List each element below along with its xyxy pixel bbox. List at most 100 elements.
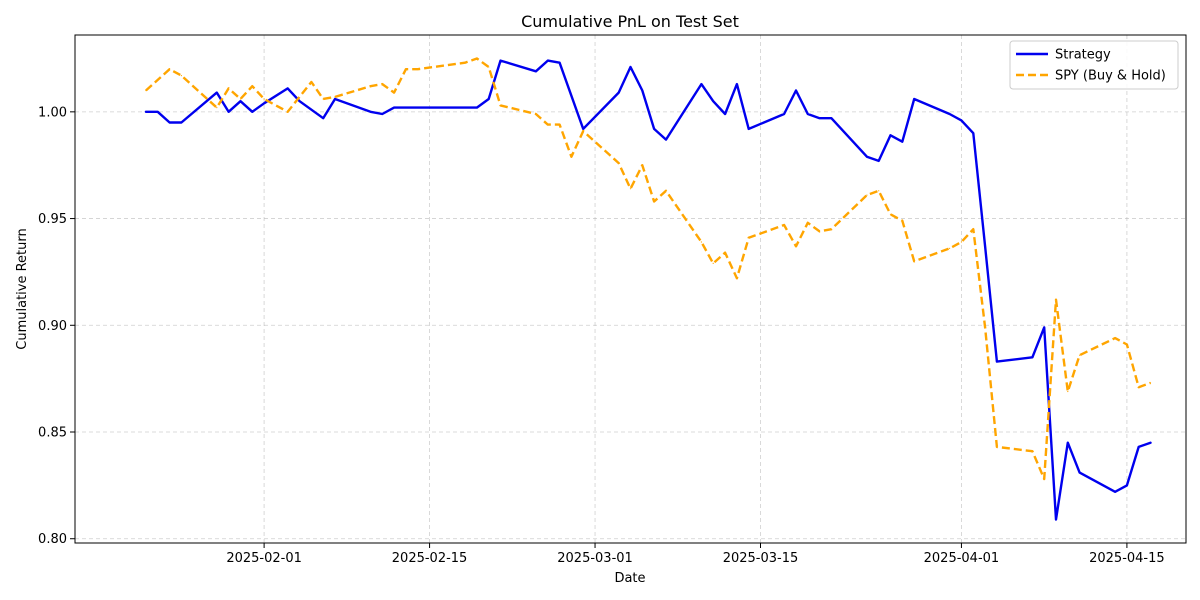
data-point	[228, 87, 230, 89]
data-point	[819, 230, 821, 232]
data-point	[901, 141, 903, 143]
data-point	[381, 83, 383, 85]
x-tick-label: 2025-03-15	[723, 551, 799, 566]
data-point	[499, 60, 502, 62]
data-point	[724, 113, 726, 115]
legend-label-spy: SPY (Buy & Hold)	[1055, 69, 1166, 84]
data-point	[1126, 484, 1128, 486]
data-point	[251, 85, 253, 87]
data-point	[216, 107, 218, 109]
data-point	[287, 87, 289, 89]
data-point	[1114, 337, 1116, 339]
y-tick-label: 0.80	[38, 532, 67, 547]
data-point	[393, 92, 395, 94]
data-point	[464, 62, 466, 64]
data-point	[878, 160, 880, 162]
data-point	[700, 241, 703, 243]
data-point	[866, 156, 868, 158]
data-point	[629, 66, 632, 68]
y-tick-label: 0.85	[38, 426, 67, 441]
data-point	[1055, 518, 1057, 521]
y-tick-label: 0.95	[38, 212, 67, 227]
data-point	[748, 237, 750, 239]
data-point	[712, 262, 714, 264]
data-point	[700, 83, 703, 85]
data-point	[665, 190, 667, 192]
data-point	[547, 124, 549, 126]
data-point	[476, 57, 478, 60]
data-point	[795, 245, 797, 247]
data-point	[381, 113, 383, 115]
data-point	[393, 107, 395, 109]
x-axis-label: Date	[614, 571, 645, 586]
data-point	[712, 100, 714, 102]
data-point	[582, 130, 584, 132]
data-point	[1043, 478, 1045, 480]
data-point	[807, 113, 809, 115]
data-point	[1149, 442, 1152, 444]
data-point	[169, 68, 171, 70]
data-point	[1149, 382, 1152, 384]
data-point	[216, 92, 218, 94]
data-point	[641, 164, 643, 166]
data-point	[488, 66, 490, 68]
data-point	[1067, 390, 1069, 393]
data-point	[322, 98, 324, 100]
chart-title: Cumulative PnL on Test Set	[521, 12, 739, 31]
data-point	[653, 200, 655, 203]
data-point	[157, 111, 159, 113]
data-point	[299, 100, 301, 102]
data-point	[807, 222, 809, 224]
data-point	[287, 111, 289, 113]
x-tick-label: 2025-02-01	[226, 551, 302, 566]
data-point	[1055, 299, 1057, 301]
legend-label-strategy: Strategy	[1055, 48, 1111, 63]
data-point	[1126, 343, 1128, 346]
data-point	[263, 98, 265, 100]
data-point	[665, 139, 667, 141]
data-point	[582, 128, 584, 130]
data-point	[1079, 472, 1081, 474]
data-point	[334, 96, 336, 98]
data-point	[830, 228, 833, 230]
data-point	[996, 446, 998, 448]
legend-box	[1009, 40, 1179, 90]
data-point	[878, 190, 880, 192]
data-point	[866, 194, 868, 196]
data-point	[1067, 442, 1069, 444]
data-point	[180, 121, 182, 124]
data-point	[736, 277, 738, 279]
y-axis-label: Cumulative Return	[15, 228, 30, 349]
data-point	[417, 68, 419, 70]
data-point	[889, 213, 892, 215]
data-point	[1043, 326, 1045, 328]
tick-layer: 2025-02-01 2025-02-15 2025-03-01 2025-03-15…	[38, 105, 1165, 566]
data-point	[310, 81, 312, 83]
data-point	[145, 111, 147, 113]
data-point	[535, 113, 537, 115]
data-point	[618, 92, 620, 94]
data-point	[901, 220, 903, 222]
data-point	[748, 128, 750, 130]
data-point	[960, 119, 963, 121]
x-tick-label: 2025-03-01	[557, 551, 633, 566]
data-point	[653, 128, 655, 130]
y-tick-label: 1.00	[38, 105, 67, 120]
data-point	[830, 117, 833, 119]
strategy-series-line	[144, 59, 1152, 521]
x-tick-label: 2025-04-01	[924, 551, 1000, 566]
data-point	[783, 113, 785, 115]
data-point	[145, 89, 147, 92]
data-point	[488, 98, 490, 100]
data-point	[960, 241, 963, 243]
plot-frame	[74, 34, 1187, 544]
x-tick-label: 2025-02-15	[392, 551, 468, 566]
grid-layer	[75, 35, 1186, 543]
x-tick-label: 2025-04-15	[1089, 551, 1165, 566]
data-point	[913, 98, 915, 100]
data-point	[476, 107, 478, 109]
data-point	[547, 60, 549, 62]
data-point	[949, 113, 951, 115]
data-point	[169, 121, 171, 124]
